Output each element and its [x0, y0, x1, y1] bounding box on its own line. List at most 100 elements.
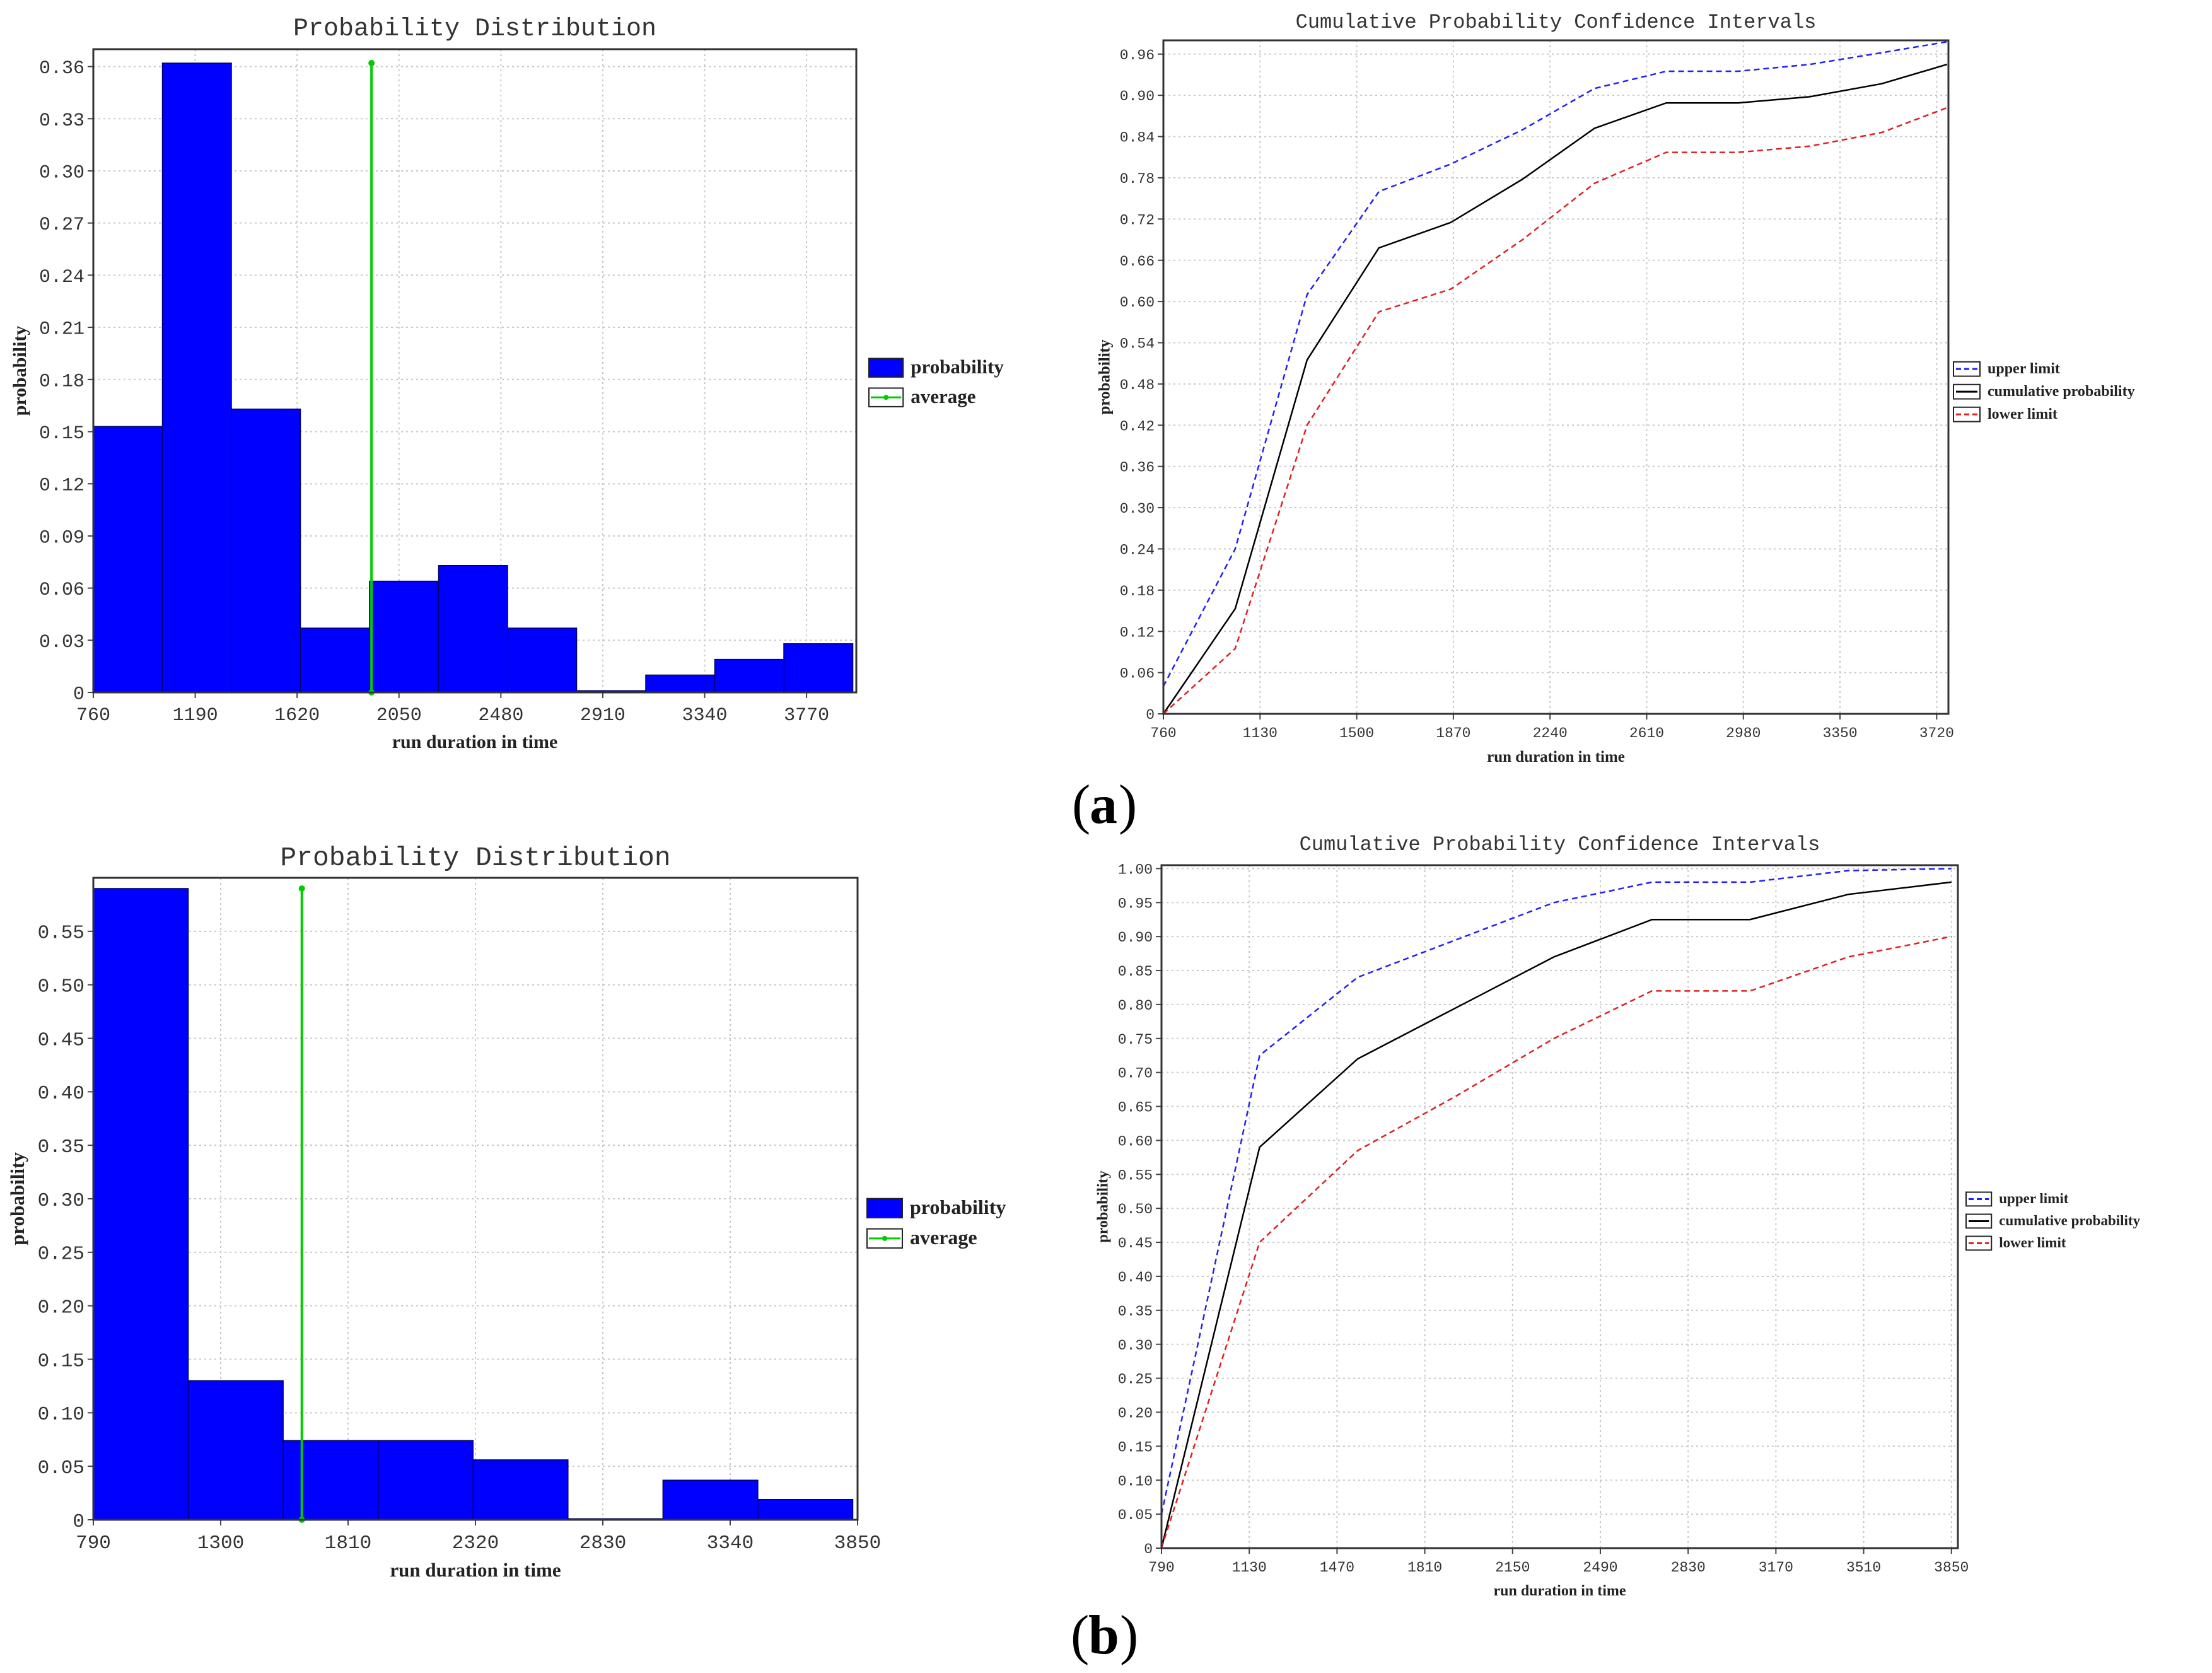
b-hist-bar: [93, 888, 189, 1520]
b-hist-bar: [472, 1459, 569, 1520]
b-hist-x-axis-label: run duration in time: [390, 1559, 561, 1581]
a-hist-y-tick-label: 0.18: [39, 371, 84, 392]
b-cum-series-upper-limit: [1160, 868, 1952, 1515]
a-cum-x-tick-label: 1500: [1339, 725, 1374, 742]
b-cum-y-tick-label: 0.40: [1118, 1269, 1153, 1286]
a-hist-x-tick-label: 3770: [784, 705, 829, 726]
a-cum-x-tick-label: 2240: [1533, 725, 1568, 742]
a-cum-y-tick-label: 0.48: [1120, 377, 1155, 393]
b-cum-y-tick-label: 0.20: [1118, 1406, 1153, 1422]
b-hist-y-axis-label: probability: [6, 1152, 28, 1245]
a-cum-y-tick-label: 0.06: [1120, 666, 1155, 682]
chart-b-histogram: 0 0.05 0.10 0.15 0.20 0.25 0.30 0.35 0.40 0.45 0.5…: [6, 842, 1006, 1581]
b-hist-x-tick-label: 2320: [452, 1532, 499, 1554]
a-hist-x-tick-label: 1620: [274, 705, 320, 726]
a-cum-y-tick-label: 0.36: [1120, 460, 1155, 476]
a-hist-y-tick-label: 0.12: [39, 475, 84, 497]
b-hist-y-tick-label: 0.15: [38, 1350, 84, 1372]
b-hist-title: Probability Distribution: [280, 842, 670, 873]
a-cum-plot-border: [1162, 39, 1950, 715]
a-cum-y-tick-label: 0.54: [1120, 336, 1155, 353]
b-hist-y-tick-label: 0.05: [38, 1457, 84, 1479]
a-cum-legend-label: lower limit: [1988, 406, 2058, 423]
a-hist-y-tick-label: 0: [73, 684, 84, 706]
a-cum-y-tick-label: 0.24: [1120, 542, 1155, 558]
a-hist-y-tick-label: 0.06: [39, 580, 84, 601]
b-cum-x-tick-label: 1470: [1320, 1559, 1354, 1576]
b-cum-title: Cumulative Probability Confidence Interv…: [1300, 833, 1820, 856]
panel-label-a-letter: a: [1090, 774, 1117, 836]
a-hist-y-tick-label: 0.21: [39, 319, 84, 341]
a-cum-y-tick-label: 0.60: [1120, 294, 1155, 311]
panel-label-a: ( a ): [1072, 774, 1137, 836]
b-cum-y-tick-label: 0.25: [1118, 1372, 1153, 1388]
a-cum-series-cumulative-probability: [1162, 63, 1948, 714]
b-hist-average-marker-top: [298, 885, 305, 892]
panel-label-b-close: ): [1120, 1605, 1138, 1666]
a-cum-x-tick-label: 760: [1150, 725, 1176, 742]
b-cum-x-tick-label: 3510: [1846, 1559, 1881, 1576]
b-hist-y-tick-label: 0.35: [38, 1136, 84, 1158]
b-hist-legend-label: probability: [910, 1196, 1006, 1218]
b-hist-legend-label: average: [910, 1226, 977, 1249]
a-hist-bar: [161, 62, 232, 693]
b-cum-y-tick-label: 0.50: [1118, 1201, 1153, 1218]
b-cum-y-tick-label: 0.70: [1118, 1066, 1153, 1082]
a-hist-x-tick-label: 760: [76, 705, 110, 726]
b-hist-y-tick-label: 0.40: [38, 1083, 84, 1105]
b-cum-y-tick-label: 0.90: [1118, 930, 1153, 946]
b-hist-bar: [282, 1440, 379, 1520]
a-hist-x-tick-label: 2910: [580, 705, 626, 726]
b-cum-series-cumulative-probability: [1160, 881, 1952, 1549]
a-hist-bar: [783, 643, 854, 693]
b-hist-y-tick-label: 0.45: [38, 1029, 84, 1051]
a-hist-bar: [231, 408, 301, 693]
b-cum-x-tick-label: 1810: [1407, 1559, 1442, 1576]
b-hist-bar: [377, 1440, 474, 1520]
panel-label-b: ( b ): [1071, 1605, 1138, 1666]
b-cum-x-tick-label: 2830: [1671, 1559, 1706, 1576]
a-cum-x-axis-label: run duration in time: [1487, 749, 1625, 766]
b-cum-series-lower-limit: [1160, 935, 1952, 1549]
b-cum-x-tick-label: 1130: [1232, 1559, 1267, 1576]
b-hist-y-tick-label: 0.25: [38, 1244, 84, 1266]
b-hist-x-tick-label: 1810: [325, 1532, 371, 1554]
a-hist-x-axis-label: run duration in time: [392, 732, 558, 752]
b-cum-legend-label: lower limit: [1999, 1235, 2066, 1250]
panel-label-a-open: (: [1072, 774, 1090, 836]
b-cum-x-tick-label: 2150: [1495, 1559, 1530, 1576]
a-hist-legend-swatch: [868, 358, 904, 378]
b-hist-y-tick-label: 0: [73, 1511, 84, 1533]
b-cum-x-tick-label: 3850: [1934, 1559, 1969, 1576]
a-hist-bar: [507, 627, 578, 693]
b-hist-x-tick-label: 2830: [579, 1532, 626, 1554]
panel-label-b-letter: b: [1088, 1605, 1119, 1666]
a-hist-x-tick-label: 1190: [173, 705, 218, 726]
a-cum-plot-area: [1163, 40, 1948, 714]
a-cum-y-tick-label: 0.84: [1120, 130, 1155, 146]
a-cum-x-tick-label: 2980: [1726, 725, 1761, 742]
a-hist-bar: [369, 580, 439, 693]
b-cum-y-tick-label: 0.15: [1118, 1439, 1153, 1455]
a-cum-y-tick-label: 0.72: [1120, 212, 1155, 228]
b-cum-y-tick-label: 0.75: [1118, 1032, 1153, 1048]
b-hist-y-tick-label: 0.30: [38, 1190, 84, 1212]
b-hist-y-tick-label: 0.50: [38, 976, 84, 998]
a-cum-y-tick-label: 0.30: [1120, 501, 1155, 517]
b-cum-y-tick-label: 0.65: [1118, 1100, 1153, 1116]
b-cum-y-axis-label: probability: [1095, 1170, 1112, 1242]
a-hist-y-tick-label: 0.33: [39, 110, 84, 132]
a-hist-legend-label: probability: [911, 356, 1004, 378]
a-cum-x-tick-label: 1130: [1243, 725, 1278, 742]
a-hist-y-tick-label: 0.15: [39, 423, 84, 445]
a-hist-bar: [714, 658, 784, 693]
b-hist-plot-border: [92, 877, 859, 1521]
a-cum-x-tick-label: 1870: [1436, 725, 1470, 742]
b-cum-y-tick-label: 0.30: [1118, 1338, 1153, 1354]
b-cum-x-tick-label: 2490: [1583, 1559, 1617, 1576]
b-hist-x-tick-label: 790: [76, 1532, 111, 1554]
panel-label-a-close: ): [1119, 774, 1137, 836]
a-cum-y-tick-label: 0.90: [1120, 88, 1155, 105]
b-hist-x-tick-label: 1300: [197, 1532, 244, 1554]
a-hist-average-marker-top: [368, 60, 375, 67]
